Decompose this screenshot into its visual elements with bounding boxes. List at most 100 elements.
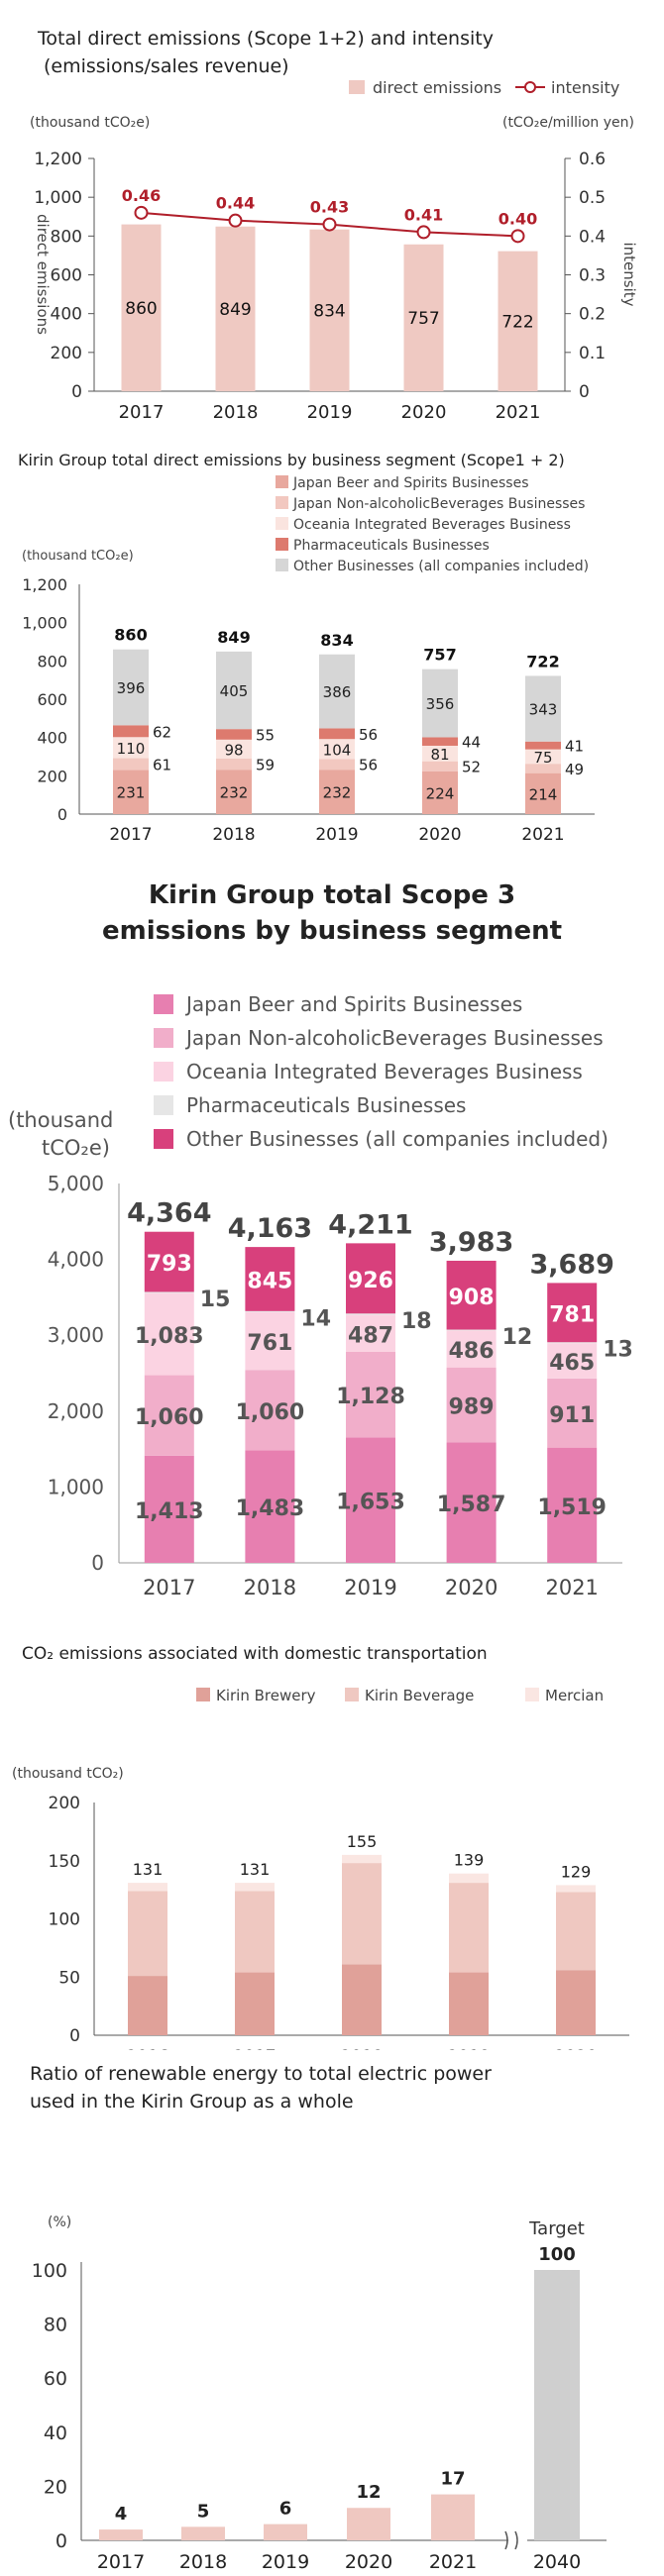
bar — [181, 2526, 225, 2540]
y-tick: 5,000 — [48, 1172, 104, 1195]
legend-swatch — [154, 1095, 173, 1115]
stack-segment — [446, 1442, 497, 1563]
y-tick: 100 — [32, 2260, 67, 2282]
x-tick-label: 2021 — [496, 402, 541, 423]
y-tick-right: 0.3 — [579, 266, 606, 286]
x-tick-label: 2021 — [429, 2551, 477, 2573]
bar-value-label: 4 — [115, 2504, 128, 2524]
chart-domestic-transport: CO₂ emissions associated with domestic t… — [12, 1644, 629, 2050]
segment-value-label: 486 — [449, 1339, 495, 1364]
x-tick-label: 2019 — [262, 2551, 309, 2573]
x-tick-label: 2018 — [244, 1576, 296, 1599]
stack-segment — [346, 1314, 395, 1352]
total-label: 129 — [561, 1862, 592, 1881]
segment-value-label: 1,083 — [135, 1324, 204, 1349]
y-axis-label-left: direct emissions — [34, 214, 52, 335]
stack-segment — [144, 1291, 194, 1293]
bar — [99, 2529, 143, 2540]
y-unit-right: (tCO₂e/million yen) — [502, 115, 634, 131]
legend-label: Japan Beer and Spirits Businesses — [184, 992, 522, 1016]
legend-swatch — [525, 1688, 539, 1701]
legend-label: Other Businesses (all companies included… — [186, 1127, 609, 1151]
y-tick-right: 0.1 — [579, 344, 606, 363]
legend-swatch — [276, 538, 288, 551]
chart-scope3-by-segment: Kirin Group total Scope 3 emissions by bu… — [8, 880, 633, 1599]
segment-value-label: 41 — [565, 738, 584, 756]
y-axis-label-right: intensity — [620, 242, 638, 306]
stack-segment — [319, 728, 355, 740]
stack-segment — [113, 758, 149, 771]
segment-value-label: 1,483 — [236, 1496, 305, 1521]
y-tick-left: 400 — [51, 305, 82, 325]
bar — [403, 244, 444, 391]
y-tick: 3,000 — [48, 1323, 104, 1347]
stack-segment — [422, 745, 458, 762]
stack-segment — [556, 1970, 596, 2035]
y-tick: 40 — [44, 2422, 67, 2444]
legend-swatch — [276, 475, 288, 488]
legend-label: Pharmaceuticals Businesses — [186, 1093, 466, 1117]
segment-value-label: 104 — [323, 741, 352, 759]
legend-label: Oceania Integrated Beverages Business — [186, 1060, 583, 1083]
bar — [264, 2524, 307, 2540]
segment-value-label: 14 — [300, 1306, 331, 1331]
legend-label: Oceania Integrated Beverages Business — [293, 517, 571, 533]
stack-segment — [235, 1891, 275, 1973]
segment-value-label: 911 — [549, 1403, 595, 1428]
segment-value-label: 1,519 — [537, 1495, 607, 1520]
y-unit: (%) — [48, 2215, 71, 2230]
legend-swatch — [154, 1028, 173, 1048]
total-label: 139 — [454, 1851, 485, 1870]
intensity-value-label: 0.43 — [310, 198, 349, 217]
x-tick-label: 2019 — [447, 2047, 490, 2050]
x-tick-label: 2019 — [315, 825, 358, 845]
bar-value-label: 12 — [356, 2482, 381, 2503]
segment-value-label: 61 — [153, 756, 171, 773]
chart-title-line-1: Kirin Group total Scope 3 — [149, 880, 515, 910]
stack-segment — [342, 1863, 382, 1965]
legend-marker-intensity — [524, 81, 536, 93]
bar — [347, 2508, 390, 2540]
y-tick: 200 — [37, 767, 67, 785]
stack-segment — [525, 675, 561, 742]
x-tick-label: 2020 — [554, 2047, 597, 2050]
chart-subtitle: (emissions/sales revenue) — [44, 55, 289, 77]
segment-value-label: 232 — [323, 784, 352, 802]
y-tick: 60 — [44, 2368, 67, 2390]
total-label: 722 — [526, 652, 559, 670]
segment-value-label: 12 — [502, 1325, 533, 1350]
segment-value-label: 793 — [147, 1252, 192, 1277]
segment-value-label: 56 — [359, 757, 378, 774]
y-tick: 0 — [57, 805, 67, 824]
stack-segment — [235, 1883, 275, 1892]
total-label: 849 — [217, 628, 250, 647]
total-label: 131 — [240, 1860, 271, 1879]
y-tick-right: 0.4 — [579, 227, 606, 247]
legend-label: Japan Beer and Spirits Businesses — [292, 475, 529, 491]
legend-swatch — [196, 1688, 210, 1701]
intensity-value-label: 0.40 — [498, 209, 537, 228]
y-tick: 600 — [37, 690, 67, 709]
y-tick-right: 0.6 — [579, 150, 606, 169]
x-tick-label: 2018 — [340, 2047, 383, 2050]
segment-value-label: 75 — [533, 749, 552, 767]
segment-value-label: 98 — [224, 741, 243, 759]
bar-value-label: 722 — [501, 312, 533, 332]
bar-value-label: 834 — [313, 301, 345, 321]
bar-value-label: 100 — [538, 2244, 576, 2265]
y-tick-left: 800 — [51, 227, 82, 247]
legend-label: Pharmaceuticals Businesses — [293, 538, 490, 554]
target-label: Target — [528, 2218, 585, 2239]
stack-segment — [216, 758, 252, 771]
stack-segment — [216, 729, 252, 740]
segment-value-label: 52 — [462, 759, 481, 776]
stack-segment — [547, 1343, 598, 1379]
y-tick: 4,000 — [48, 1248, 104, 1272]
stack-segment — [235, 1972, 275, 2035]
stack-segment — [216, 770, 252, 814]
x-tick-label: 2020 — [401, 402, 447, 423]
stack-segment — [547, 1342, 598, 1344]
segment-value-label: 1,060 — [236, 1400, 305, 1425]
segment-value-label: 487 — [348, 1323, 393, 1348]
bar-value-label: 17 — [440, 2469, 465, 2490]
